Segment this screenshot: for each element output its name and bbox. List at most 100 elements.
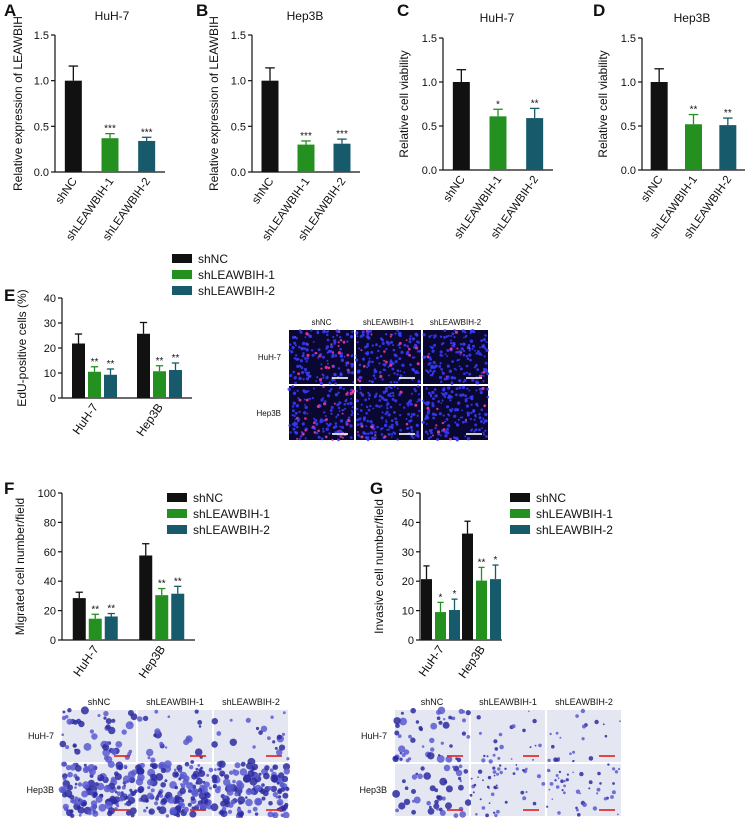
cell bbox=[367, 432, 370, 435]
bar bbox=[650, 82, 668, 170]
cell bbox=[180, 783, 183, 786]
cell bbox=[458, 776, 462, 781]
error-bar bbox=[265, 67, 275, 81]
cell bbox=[135, 764, 142, 771]
cell bbox=[346, 393, 349, 396]
cell bbox=[581, 737, 585, 741]
y-tick-label: 0.5 bbox=[422, 121, 437, 133]
cell bbox=[369, 404, 372, 408]
cell bbox=[471, 348, 474, 350]
cell bbox=[90, 805, 97, 812]
cell bbox=[494, 747, 499, 751]
cell bbox=[380, 433, 384, 436]
legend-label: shLEAWBIH-2 bbox=[198, 284, 275, 298]
cell bbox=[293, 421, 296, 424]
cell bbox=[195, 767, 199, 771]
cell bbox=[358, 385, 361, 388]
cell bbox=[462, 380, 465, 383]
bar bbox=[101, 138, 119, 172]
legend-swatch bbox=[510, 525, 530, 534]
cell bbox=[482, 431, 485, 434]
cell bbox=[300, 431, 303, 434]
cell bbox=[411, 367, 415, 371]
cell bbox=[305, 398, 309, 402]
cell bbox=[592, 806, 598, 811]
cell bbox=[288, 424, 291, 427]
cell bbox=[477, 350, 480, 353]
cell bbox=[255, 726, 260, 731]
cell bbox=[493, 739, 498, 744]
image-row-label: Hep3B bbox=[359, 785, 387, 795]
cell bbox=[465, 334, 468, 337]
cell bbox=[322, 427, 325, 430]
cell bbox=[298, 376, 302, 381]
cell bbox=[462, 342, 466, 346]
cell bbox=[472, 344, 475, 348]
cell bbox=[239, 768, 248, 776]
cell bbox=[434, 788, 439, 793]
cell bbox=[218, 760, 226, 768]
cell bbox=[276, 734, 282, 740]
cell bbox=[102, 748, 111, 757]
y-tick-label: 1.5 bbox=[34, 30, 49, 42]
y-tick-label: 40 bbox=[44, 576, 56, 588]
cell bbox=[105, 724, 111, 730]
cell bbox=[566, 773, 570, 776]
cell bbox=[396, 438, 399, 441]
cell bbox=[496, 809, 500, 814]
cell bbox=[296, 389, 299, 392]
cell bbox=[436, 795, 443, 801]
legend-swatch bbox=[167, 493, 187, 502]
cell bbox=[461, 385, 466, 390]
cell bbox=[358, 435, 361, 438]
cell bbox=[522, 728, 526, 733]
cell bbox=[395, 723, 400, 729]
cell bbox=[125, 795, 129, 800]
cell bbox=[357, 378, 360, 381]
cell bbox=[227, 809, 233, 815]
cell bbox=[522, 769, 525, 772]
cell bbox=[269, 768, 274, 773]
cell bbox=[529, 746, 532, 749]
cell bbox=[441, 399, 444, 402]
cell bbox=[455, 769, 463, 777]
cell bbox=[431, 372, 435, 375]
bar bbox=[155, 595, 169, 640]
cell bbox=[365, 425, 368, 427]
cell bbox=[292, 427, 296, 431]
micrograph bbox=[355, 385, 421, 442]
cell bbox=[479, 798, 482, 801]
cell bbox=[333, 378, 336, 382]
cell bbox=[356, 335, 359, 338]
cell bbox=[427, 352, 431, 355]
cell bbox=[108, 807, 115, 815]
cell bbox=[398, 357, 402, 360]
cell bbox=[187, 789, 192, 793]
cell bbox=[390, 419, 394, 422]
cell bbox=[429, 395, 433, 398]
cell bbox=[247, 770, 255, 777]
cell bbox=[214, 787, 221, 794]
cell bbox=[575, 808, 579, 812]
bar bbox=[138, 140, 156, 172]
cell bbox=[391, 391, 395, 395]
cell bbox=[334, 422, 338, 425]
y-tick-label: 1.0 bbox=[621, 77, 636, 89]
cell bbox=[381, 342, 385, 345]
cell bbox=[380, 396, 384, 400]
cell bbox=[499, 744, 504, 750]
cell bbox=[245, 798, 253, 807]
cell bbox=[444, 434, 448, 438]
cell bbox=[200, 803, 208, 811]
x-tick-label: Hep3B bbox=[133, 401, 166, 439]
cell bbox=[337, 438, 340, 442]
cell bbox=[375, 392, 378, 395]
cell bbox=[261, 783, 265, 787]
cell bbox=[337, 406, 341, 410]
cell bbox=[395, 808, 399, 813]
cell bbox=[84, 768, 87, 771]
cell bbox=[200, 786, 208, 794]
cell bbox=[442, 721, 450, 729]
cell bbox=[375, 404, 379, 408]
cell bbox=[229, 770, 234, 775]
